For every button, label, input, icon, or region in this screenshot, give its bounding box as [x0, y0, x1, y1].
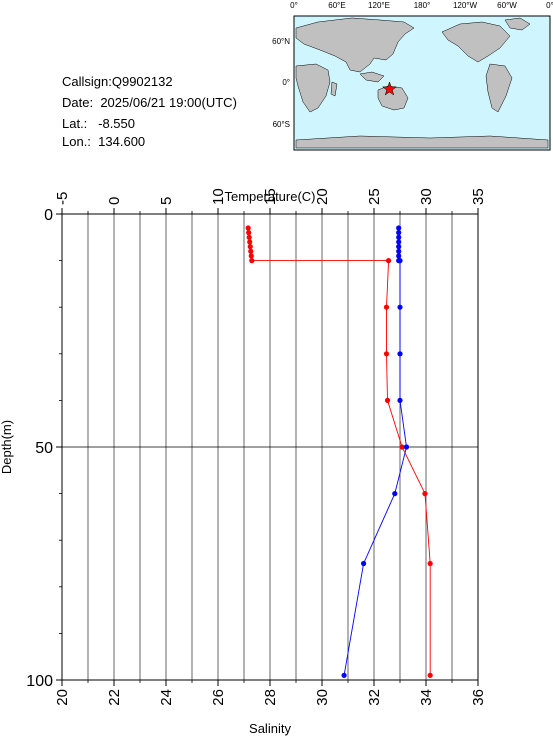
temperature-tick-label: 20 [314, 188, 331, 205]
temperature-point [246, 234, 252, 240]
temperature-point [249, 258, 255, 264]
plot-grid [62, 214, 478, 680]
depth-tick-label: 100 [26, 673, 53, 690]
lat-line: Lat.: -8.550 [62, 116, 135, 131]
station-marker [381, 81, 398, 96]
greenland-land [504, 17, 531, 31]
temperature-point [422, 491, 428, 497]
salinity-point [397, 304, 403, 310]
temperature-point [427, 672, 433, 678]
africa-land [295, 63, 331, 113]
temperature-point [427, 560, 433, 567]
south-america-land [485, 63, 513, 113]
temperature-line [247, 227, 431, 676]
temperature-tick-label: 10 [210, 188, 227, 205]
map-lon-label-3: 180° [414, 1, 431, 10]
callsign-value: Q9902132 [111, 74, 173, 89]
salinity-axis-title: Salinity [249, 721, 291, 736]
depth-tick-label: 0 [44, 207, 53, 224]
salinity-point [397, 258, 403, 264]
temperature-axis: -5 0 5 10 15 20 25 30 35 [54, 188, 487, 214]
temperature-point [248, 253, 254, 259]
salinity-point [396, 244, 402, 250]
temperature-point [245, 225, 251, 231]
date-label: Date: [62, 95, 94, 110]
temperature-tick-label: 5 [158, 197, 175, 205]
temperature-tick-label: -5 [54, 192, 71, 205]
salinity-point [397, 351, 403, 357]
salinity-tick-label: 30 [314, 689, 331, 706]
salinity-tick-label: 22 [106, 689, 123, 706]
map-lat-label-0: 0° [282, 78, 290, 87]
salinity-tick-label: 26 [210, 689, 227, 706]
lat-label: Lat.: [62, 116, 88, 131]
salinity-point [396, 230, 402, 236]
temperature-tick-label: 35 [470, 188, 487, 205]
salinity-point [392, 491, 398, 497]
north-america-land [441, 21, 511, 63]
temperature-point [384, 397, 391, 403]
eurasia-land [295, 17, 415, 73]
temperature-point [247, 239, 253, 245]
map-lat-label-60s: 60°S [273, 120, 290, 129]
salinity-point [361, 560, 367, 567]
salinity-line [343, 228, 407, 676]
map-lon-label-2: 120°E [368, 1, 390, 10]
temperature-point [383, 304, 390, 310]
salinity-point [396, 234, 402, 240]
temperature-tick-label: 0 [106, 197, 123, 205]
date-value: 2025/06/21 19:00(UTC) [100, 95, 237, 110]
world-map: 0° 60°E 120°E 180° 120°W 60°W 0° 60°N 0°… [272, 1, 553, 151]
temperature-tick-label: 15 [262, 188, 279, 205]
salinity-tick-label: 20 [54, 689, 71, 706]
map-lon-label-4: 120°W [453, 1, 478, 10]
salinity-tick-label: 24 [158, 689, 175, 706]
temperature-axis-title: Temperature(C) [224, 189, 315, 204]
antarctica-land [295, 135, 549, 149]
salinity-tick-label: 36 [470, 689, 487, 706]
temperature-point [385, 258, 392, 264]
lat-value: -8.550 [98, 116, 136, 131]
date-line: Date: 2025/06/21 19:00(UTC) [62, 95, 237, 110]
salinity-tick-label: 28 [262, 689, 279, 706]
map-lon-label-5: 60°W [497, 1, 517, 10]
salinity-point [403, 444, 410, 450]
salinity-point [396, 253, 402, 259]
depth-axis-title: Depth(m) [0, 420, 14, 474]
callsign-line: Callsign:Q9902132 [62, 74, 173, 89]
temperature-point [399, 444, 405, 450]
callsign-label: Callsign: [62, 74, 112, 89]
map-frame [293, 15, 551, 151]
salinity-point [396, 239, 402, 245]
data-series [245, 225, 433, 678]
madagascar-land [330, 81, 338, 97]
salinity-tick-label: 34 [418, 689, 435, 706]
temperature-point [383, 351, 390, 357]
lon-value: 134.600 [98, 134, 146, 149]
salinity-point [397, 397, 403, 403]
temperature-point [246, 230, 252, 236]
salinity-point [396, 248, 402, 254]
lon-label: Lon.: [62, 134, 91, 149]
depth-axis: 0 50 100 [26, 207, 62, 690]
salinity-point [396, 225, 402, 231]
temperature-point [248, 248, 254, 254]
lon-line: Lon.: 134.600 [62, 134, 145, 149]
depth-tick-label: 50 [35, 440, 53, 457]
salinity-point [341, 672, 347, 678]
salinity-tick-label: 32 [366, 689, 383, 706]
map-lon-label-1: 60°E [328, 1, 345, 10]
map-land [295, 17, 549, 149]
temperature-point [247, 244, 253, 250]
maritime-continent-land [359, 71, 385, 83]
salinity-axis: 20 22 24 26 28 30 32 34 36 [54, 680, 487, 706]
map-lon-label-6: 0° [546, 1, 553, 10]
temperature-tick-label: 30 [418, 188, 435, 205]
temperature-tick-label: 25 [366, 188, 383, 205]
map-lat-label-60n: 60°N [272, 37, 290, 46]
map-lon-label-0: 0° [290, 1, 298, 10]
